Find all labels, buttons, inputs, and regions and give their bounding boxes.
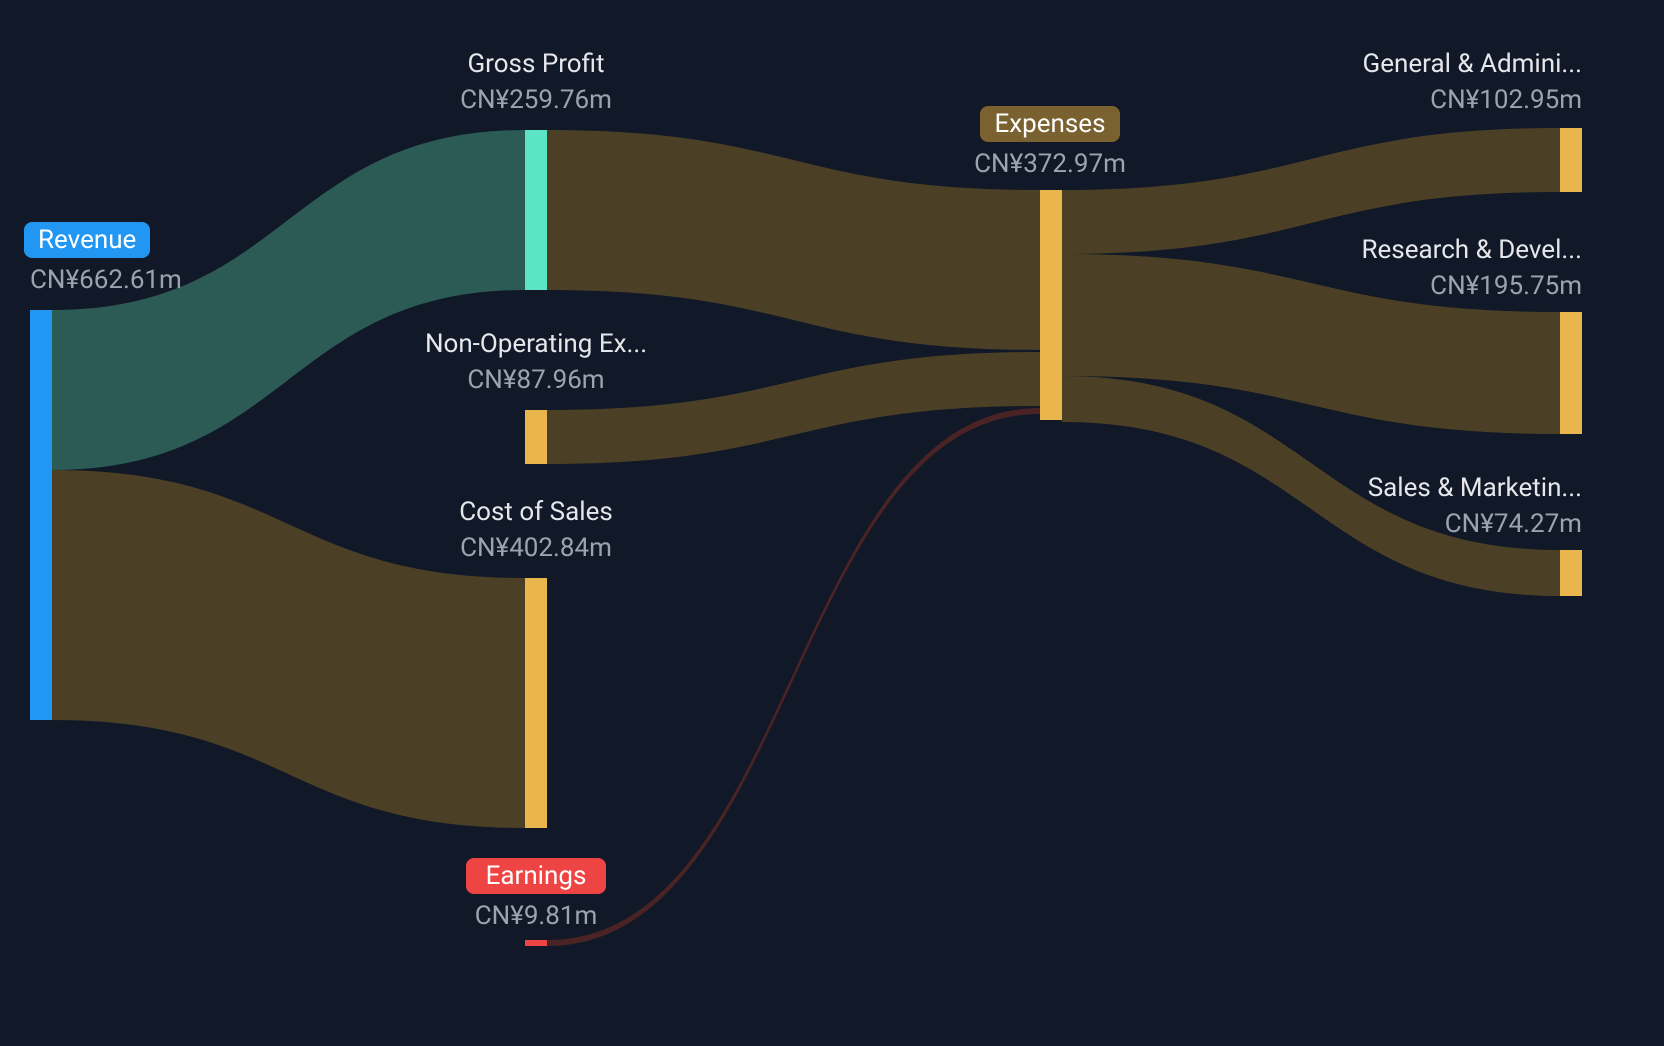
label-value-gross_profit: CN¥259.76m [460, 85, 612, 115]
sankey-link-rev-to-cos [52, 470, 525, 828]
label-title-sales_mkt: Sales & Marketin... [1368, 473, 1582, 503]
label-title-non_op_ex: Non-Operating Ex... [425, 329, 647, 359]
sankey-node-rnd[interactable] [1560, 312, 1582, 434]
sankey-link-gp-to-exp [547, 130, 1040, 350]
label-value-non_op_ex: CN¥87.96m [467, 365, 604, 395]
sankey-link-earn-to-exp [547, 408, 1040, 946]
links-layer [52, 128, 1560, 946]
label-title-cost_of_sales: Cost of Sales [459, 497, 613, 527]
label-value-earnings: CN¥9.81m [475, 901, 598, 931]
label-title-gross_profit: Gross Profit [467, 49, 604, 79]
sankey-node-revenue[interactable] [30, 310, 52, 720]
label-value-rnd: CN¥195.75m [1430, 271, 1582, 301]
label-value-gen_admin: CN¥102.95m [1430, 85, 1582, 115]
label-title-expenses: Expenses [994, 109, 1105, 139]
sankey-node-gen_admin[interactable] [1560, 128, 1582, 192]
label-value-expenses: CN¥372.97m [974, 149, 1126, 179]
sankey-link-nox-to-exp [547, 352, 1040, 464]
label-title-rnd: Research & Devel... [1361, 235, 1582, 265]
sankey-node-earnings[interactable] [525, 940, 547, 946]
label-title-revenue: Revenue [38, 225, 136, 255]
label-value-revenue: CN¥662.61m [30, 265, 182, 295]
label-value-sales_mkt: CN¥74.27m [1445, 509, 1582, 539]
label-title-gen_admin: General & Admini... [1363, 49, 1582, 79]
sankey-node-sales_mkt[interactable] [1560, 550, 1582, 596]
sankey-node-expenses[interactable] [1040, 190, 1062, 420]
label-title-earnings: Earnings [486, 861, 587, 891]
sankey-node-non_op_ex[interactable] [525, 410, 547, 464]
sankey-node-cost_of_sales[interactable] [525, 578, 547, 828]
label-value-cost_of_sales: CN¥402.84m [460, 533, 612, 563]
sankey-chart: Revenue CN¥662.61m Gross Profit CN¥259.76m N… [0, 0, 1664, 1046]
sankey-link-rev-to-gp [52, 130, 525, 470]
sankey-node-gross_profit[interactable] [525, 130, 547, 290]
